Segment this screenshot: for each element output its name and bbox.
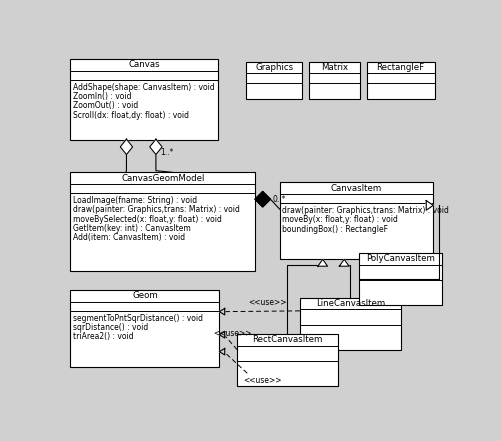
Text: 1..*: 1..* — [159, 149, 173, 157]
Bar — [70, 172, 255, 271]
Text: <<use>>: <<use>> — [243, 376, 281, 385]
Text: RectCanvasItem: RectCanvasItem — [252, 335, 322, 344]
Text: triArea2() : void: triArea2() : void — [73, 333, 133, 341]
Bar — [299, 298, 400, 350]
Text: CanvasItem: CanvasItem — [330, 183, 381, 193]
Text: Scroll(dx: float,dy: float) : void: Scroll(dx: float,dy: float) : void — [73, 111, 188, 120]
Text: Add(item: CanvasItem) : void: Add(item: CanvasItem) : void — [73, 233, 184, 242]
Bar — [236, 334, 337, 386]
Polygon shape — [317, 259, 327, 266]
Bar — [70, 290, 219, 367]
Text: <<use>>: <<use>> — [212, 329, 251, 338]
Bar — [246, 62, 302, 99]
Text: GetItem(key: int) : CanvasItem: GetItem(key: int) : CanvasItem — [73, 224, 190, 233]
Polygon shape — [339, 259, 348, 266]
Polygon shape — [219, 332, 224, 338]
Text: 0..*: 0..* — [272, 195, 286, 204]
Bar — [309, 62, 359, 99]
Text: Graphics: Graphics — [255, 63, 293, 72]
Bar — [279, 182, 432, 259]
Bar — [366, 62, 434, 99]
Text: ZoomIn() : void: ZoomIn() : void — [73, 92, 131, 101]
Text: PolyCanvasItem: PolyCanvasItem — [366, 254, 434, 263]
Text: boundingBox() : RectangleF: boundingBox() : RectangleF — [282, 224, 387, 234]
Text: draw(painter: Graphics,trans: Matrix) : void: draw(painter: Graphics,trans: Matrix) : … — [73, 206, 239, 214]
Text: segmentToPntSqrDistance() : void: segmentToPntSqrDistance() : void — [73, 314, 202, 323]
Polygon shape — [425, 201, 432, 210]
Polygon shape — [219, 308, 224, 315]
Text: sqrDistance() : void: sqrDistance() : void — [73, 323, 148, 332]
Polygon shape — [120, 139, 132, 154]
Polygon shape — [255, 191, 270, 207]
Text: LineCanvasItem: LineCanvasItem — [315, 299, 384, 308]
Text: Matrix: Matrix — [320, 63, 347, 72]
Polygon shape — [219, 348, 224, 355]
Text: LoadImage(fname: String) : void: LoadImage(fname: String) : void — [73, 196, 196, 205]
Text: moveBySelected(x: float,y: float) : void: moveBySelected(x: float,y: float) : void — [73, 215, 221, 224]
Text: moveBy(x: float,y: float) : void: moveBy(x: float,y: float) : void — [282, 215, 397, 224]
Bar — [70, 59, 217, 140]
Text: ZoomOut() : void: ZoomOut() : void — [73, 101, 138, 110]
Text: Geom: Geom — [132, 292, 157, 300]
Text: draw(painter: Graphics,trans: Matrix) : void: draw(painter: Graphics,trans: Matrix) : … — [282, 206, 448, 215]
Text: RectangleF: RectangleF — [376, 63, 424, 72]
Text: CanvasGeomModel: CanvasGeomModel — [121, 174, 204, 183]
Text: <<use>>: <<use>> — [247, 298, 286, 306]
Text: AddShape(shape: CanvasItem) : void: AddShape(shape: CanvasItem) : void — [73, 83, 214, 92]
Bar — [358, 253, 441, 306]
Polygon shape — [149, 139, 162, 154]
Text: Canvas: Canvas — [128, 60, 160, 69]
